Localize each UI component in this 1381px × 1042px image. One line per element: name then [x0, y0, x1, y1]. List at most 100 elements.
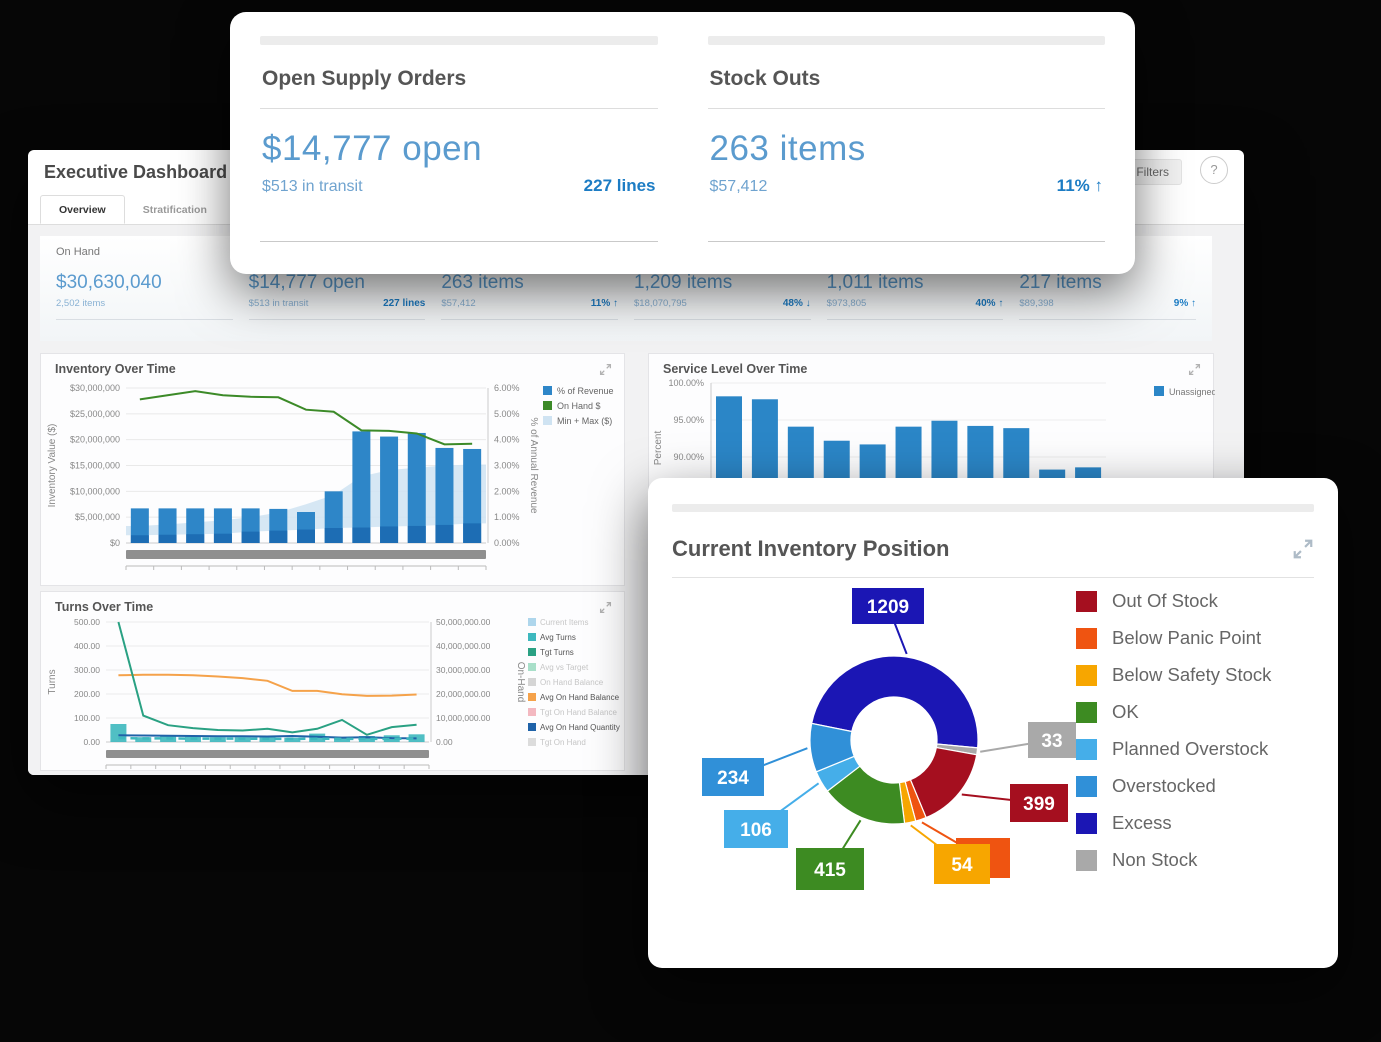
- kpi-row: $30,630,040 2,502 items $14,777 open $513 i…: [56, 272, 1196, 320]
- callout-box-below-safety-stock: [934, 844, 990, 884]
- cip-legend-item-excess[interactable]: Excess: [1076, 812, 1271, 834]
- cip-donut-svg: 1209 33 399 54 415 106 234: [702, 588, 1076, 890]
- svg-text:1.00%: 1.00%: [494, 512, 520, 522]
- divider: [260, 108, 658, 109]
- pct-revenue-bars: [130, 431, 482, 543]
- svg-text:Avg vs Target: Avg vs Target: [540, 663, 589, 672]
- cip-legend-item-overstocked[interactable]: Overstocked: [1076, 775, 1271, 797]
- svg-text:Tgt On Hand: Tgt On Hand: [540, 738, 586, 747]
- svg-text:On Hand $: On Hand $: [557, 401, 601, 411]
- svg-text:3.00%: 3.00%: [494, 461, 520, 471]
- svg-text:0.00: 0.00: [83, 737, 100, 747]
- svg-text:6.00%: 6.00%: [494, 383, 520, 393]
- svg-text:$20,000,000: $20,000,000: [70, 435, 120, 445]
- legend-label: Below Safety Stock: [1112, 664, 1272, 685]
- cip-legend-item-planned-overstock[interactable]: Planned Overstock: [1076, 738, 1271, 760]
- legend-swatch: [1076, 590, 1097, 612]
- callout-box-excess: [852, 588, 924, 624]
- svg-text:$10,000,000: $10,000,000: [70, 486, 120, 496]
- cip-legend-item-out-of-stock[interactable]: Out Of Stock: [1076, 590, 1271, 612]
- svg-text:500.00: 500.00: [74, 617, 100, 627]
- kpi-section-label: On Hand: [56, 246, 101, 258]
- panel-top-strip: [707, 36, 1105, 45]
- page-title: Executive Dashboard: [44, 162, 228, 182]
- callout-box-overstocked: [702, 758, 764, 796]
- svg-text:Unassigned: Unassigned: [1169, 387, 1215, 397]
- on-hand-line: [139, 390, 473, 446]
- svg-text:100.00: 100.00: [74, 713, 100, 723]
- panel-top-strip: [260, 36, 658, 45]
- stock-outs-title: Stock Outs: [709, 67, 821, 90]
- svg-text:399: 399: [1023, 794, 1055, 815]
- svg-text:$0: $0: [110, 538, 120, 548]
- cip-legend-item-ok[interactable]: OK: [1076, 701, 1271, 723]
- expand-icon[interactable]: [1292, 538, 1314, 560]
- avg-on-hand-balance-line: [118, 673, 417, 697]
- legend-label: OK: [1112, 701, 1139, 722]
- svg-text:Inventory Value ($): Inventory Value ($): [47, 424, 58, 508]
- chart-scrollbar[interactable]: [106, 750, 429, 758]
- svg-text:On Hand Balance: On Hand Balance: [540, 678, 604, 687]
- svg-text:1209: 1209: [867, 597, 909, 618]
- legend-swatch: [1076, 775, 1097, 797]
- svg-text:0.00%: 0.00%: [494, 538, 520, 548]
- svg-text:400.00: 400.00: [74, 641, 100, 651]
- legend-swatch: [1076, 701, 1097, 723]
- chart-scrollbar[interactable]: [126, 550, 486, 559]
- open-supply-orders-title: Open Supply Orders: [262, 67, 467, 90]
- turns-chart-svg: 500.00 50,000,000.00 400.00 40,000,000.00 30…: [47, 617, 620, 769]
- avg-turns-dashed-line: [118, 736, 417, 741]
- kpi-item-2[interactable]: 263 items $57,412 11% ↑: [441, 272, 618, 320]
- svg-text:0.00: 0.00: [436, 737, 453, 747]
- kpi-item-5[interactable]: 217 items $89,398 9% ↑: [1019, 272, 1196, 320]
- svg-text:Turns: Turns: [47, 669, 58, 694]
- cip-legend-item-non-stock[interactable]: Non Stock: [1076, 849, 1271, 871]
- donut-slice-overstocked[interactable]: [809, 722, 855, 773]
- expand-icon[interactable]: [1188, 363, 1201, 376]
- svg-text:234: 234: [717, 768, 749, 789]
- stock-outs-panel: Stock Outs 263 items $57,412 11% ↑: [707, 36, 1105, 250]
- svg-text:Percent: Percent: [653, 431, 664, 466]
- open-supply-sub-right: 227 lines: [583, 176, 656, 195]
- svg-text:% of Annual Revenue: % of Annual Revenue: [528, 417, 539, 514]
- svg-text:Min + Max ($): Min + Max ($): [557, 416, 612, 426]
- svg-text:4.00%: 4.00%: [494, 435, 520, 445]
- divider: [672, 577, 1314, 578]
- kpi-item-1[interactable]: $14,777 open $513 in transit 227 lines: [248, 272, 426, 320]
- svg-text:300.00: 300.00: [74, 665, 100, 675]
- service-chart-title: Service Level Over Time: [663, 362, 808, 376]
- stock-outs-sub-right: 11% ↑: [1056, 176, 1103, 195]
- expand-icon[interactable]: [599, 363, 612, 376]
- divider: [707, 108, 1105, 109]
- donut-slice-excess[interactable]: [810, 655, 979, 749]
- svg-text:$5,000,000: $5,000,000: [75, 512, 120, 522]
- kpi-item-3[interactable]: 1,209 items $18,070,795 48% ↓: [634, 272, 811, 320]
- legend-label: Excess: [1112, 812, 1172, 833]
- cip-title: Current Inventory Position: [672, 536, 950, 561]
- kpi-item-0[interactable]: $30,630,040 2,502 items: [56, 272, 233, 320]
- cip-legend-item-below-safety-stock[interactable]: Below Safety Stock: [1076, 664, 1271, 686]
- turns-chart-title: Turns Over Time: [55, 600, 154, 614]
- svg-text:30,000,000.00: 30,000,000.00: [436, 665, 491, 675]
- open-supply-sub-left: $513 in transit: [262, 178, 363, 195]
- legend-label: Below Panic Point: [1112, 627, 1262, 648]
- stock-outs-value: 263 items: [709, 129, 866, 168]
- avg-on-hand-quantity-line: [118, 734, 417, 740]
- inventory-chart-title: Inventory Over Time: [55, 362, 176, 376]
- svg-text:54: 54: [951, 855, 973, 876]
- kpi-item-4[interactable]: 1,011 items $973,805 40% ↑: [826, 272, 1004, 320]
- open-supply-value: $14,777 open: [262, 129, 483, 168]
- legend-label: Overstocked: [1112, 775, 1216, 796]
- legend-swatch: [1076, 812, 1097, 834]
- svg-text:20,000,000.00: 20,000,000.00: [436, 689, 491, 699]
- svg-text:40,000,000.00: 40,000,000.00: [436, 641, 491, 651]
- svg-text:$30,000,000: $30,000,000: [70, 383, 120, 393]
- svg-text:5.00%: 5.00%: [494, 409, 520, 419]
- cip-legend-item-below-panic-point[interactable]: Below Panic Point: [1076, 627, 1271, 649]
- tab-stratification[interactable]: Stratification: [142, 204, 207, 216]
- svg-text:On-Hand: On-Hand: [515, 662, 526, 703]
- expand-icon[interactable]: [599, 601, 612, 614]
- help-button[interactable]: ?: [1200, 156, 1228, 184]
- tab-overview[interactable]: Overview: [40, 195, 125, 224]
- cip-donut-chart: 1209 33 399 54 415 106 234: [672, 578, 1102, 938]
